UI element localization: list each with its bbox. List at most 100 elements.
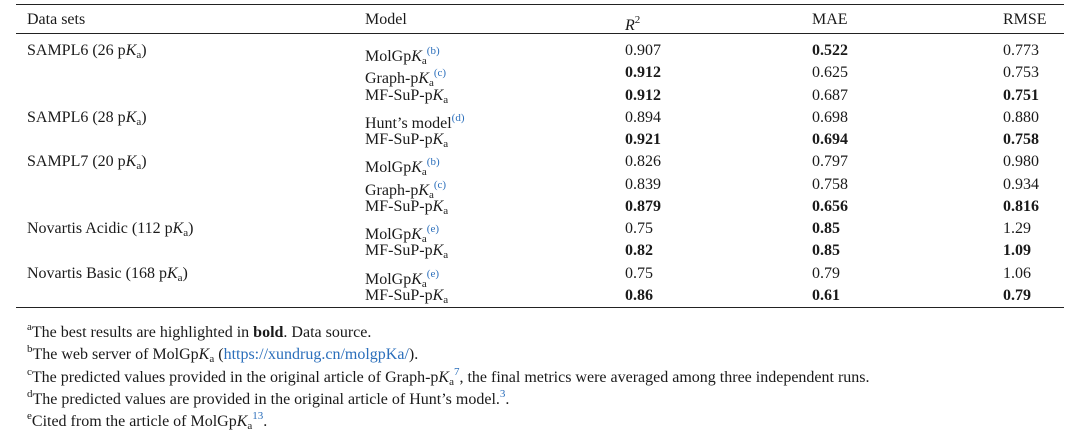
metric-value: 0.773 <box>1003 42 1039 59</box>
metric-value: 0.934 <box>1003 175 1039 193</box>
text-segment: Novartis Basic (168 p <box>27 264 167 282</box>
text-segment: a <box>421 55 427 67</box>
metric-value: 1.29 <box>1003 220 1031 237</box>
text-segment: (d) <box>451 111 465 124</box>
text-segment: a <box>421 166 427 179</box>
text-segment: . <box>263 413 268 431</box>
text-segment: The predicted values are provided in the… <box>32 390 500 408</box>
text-segment: ) <box>188 220 194 237</box>
text-segment: K <box>411 48 422 65</box>
text-segment: 13 <box>252 410 264 423</box>
model-name: MolGpKa(b) <box>365 42 440 70</box>
metric-value: 0.839 <box>625 175 661 193</box>
text-segment: MolGp <box>365 159 412 177</box>
metric-value: 0.61 <box>812 286 840 304</box>
dataset-name: SAMPL6 (26 pKa) <box>27 42 147 64</box>
dataset-name: SAMPL7 (20 pKa) <box>27 153 147 175</box>
text-segment: MF-SuP-p <box>365 286 433 304</box>
metric-value: 0.826 <box>625 153 661 171</box>
text-segment: K <box>432 286 444 304</box>
model-name: MF-SuP-pKa <box>365 198 448 220</box>
metric-value: 0.522 <box>812 42 848 59</box>
text-segment: . Data source. <box>283 324 372 341</box>
text-segment: The web server of MolGp <box>32 346 199 364</box>
text-segment: K <box>432 86 444 104</box>
dataset-name: SAMPL6 (28 pKa) <box>27 109 147 131</box>
text-segment: a <box>443 293 449 306</box>
text-segment: K <box>166 264 178 282</box>
dataset-name: Novartis Basic (168 pKa) <box>27 265 188 287</box>
text-segment: ) <box>182 264 188 282</box>
bottom-rule <box>16 307 1064 308</box>
metric-value: 0.758 <box>812 175 848 193</box>
text-segment: d <box>27 387 33 400</box>
text-segment: MolGp <box>365 270 412 288</box>
metric-value: 0.894 <box>625 108 661 126</box>
footnote: dThe predicted values are provided in th… <box>27 385 509 409</box>
text-segment: Graph-p <box>365 70 419 88</box>
metric-value: 0.912 <box>625 64 661 82</box>
text-segment: K <box>418 181 429 199</box>
text-segment: a <box>136 160 142 173</box>
text-segment: a <box>443 249 449 262</box>
text-segment: . <box>505 390 510 408</box>
dataset-name: Novartis Acidic (112 pKa) <box>27 220 194 242</box>
metric-value: 1.09 <box>1003 242 1031 260</box>
text-segment: b <box>27 343 33 356</box>
column-header: MAE <box>812 11 848 29</box>
text-segment: a <box>449 375 454 388</box>
metric-value: 0.758 <box>1003 131 1039 148</box>
text-segment: , the final metrics were averaged among … <box>459 368 870 386</box>
text-segment: K <box>236 413 248 431</box>
metric-value: 0.921 <box>625 131 661 148</box>
text-segment: (b) <box>426 156 440 169</box>
text-segment: bold <box>253 324 284 341</box>
text-segment: SAMPL6 (28 p <box>27 108 126 126</box>
text-segment: K <box>438 368 450 386</box>
metric-value: 0.879 <box>625 197 661 215</box>
text-segment: K <box>125 108 137 126</box>
metric-value: 0.687 <box>812 86 848 104</box>
metric-value: 0.751 <box>1003 86 1039 104</box>
text-segment: K <box>172 220 184 237</box>
text-segment: ) <box>141 153 147 171</box>
model-name: MF-SuP-pKa <box>365 242 448 264</box>
text-segment: K <box>411 226 422 243</box>
text-segment: Cited from the article of MolGp <box>31 413 237 431</box>
metric-value: 0.797 <box>812 153 848 171</box>
model-name: Hunt’s model(d) <box>365 109 465 133</box>
text-segment: MF-SuP-p <box>365 197 433 215</box>
text-segment: (c) <box>433 178 447 191</box>
text-segment: 2 <box>634 14 641 26</box>
metric-value: 0.980 <box>1003 153 1039 171</box>
footnote: cThe predicted values provided in the or… <box>27 363 870 391</box>
model-name: MF-SuP-pKa <box>365 131 448 153</box>
text-segment: a <box>443 138 449 150</box>
text-segment: MF-SuP-p <box>365 242 433 260</box>
model-name: Graph-pKa(c) <box>365 176 446 204</box>
text-segment: SAMPL7 (20 p <box>27 153 126 171</box>
text-segment: Novartis Acidic (112 p <box>27 220 173 237</box>
text-segment: a <box>136 49 142 61</box>
text-segment: R <box>625 17 635 34</box>
text-segment: a <box>421 277 427 290</box>
metric-value: 0.75 <box>625 220 653 237</box>
text-segment: K <box>432 131 444 148</box>
footnote: aThe best results are highlighted in bol… <box>27 318 371 342</box>
text-segment: MolGp <box>365 48 412 65</box>
text-segment: The predicted values provided in the ori… <box>31 368 439 386</box>
footnote: eCited from the article of MolGpKa13. <box>27 407 267 431</box>
model-name: MF-SuP-pKa <box>365 287 448 309</box>
text-segment: K <box>411 159 422 177</box>
metric-value: 0.816 <box>1003 197 1039 215</box>
column-header: Model <box>365 11 407 29</box>
text-segment: a <box>443 204 449 217</box>
text-segment: K <box>432 197 444 215</box>
metric-value: 0.86 <box>625 286 653 304</box>
model-name: Graph-pKa(c) <box>365 64 446 92</box>
metric-value: 0.625 <box>812 64 848 82</box>
text-segment: K <box>411 270 422 288</box>
text-segment: The best results are highlighted in <box>31 324 254 341</box>
text-segment: K <box>125 153 137 171</box>
text-segment: ) <box>141 42 147 59</box>
